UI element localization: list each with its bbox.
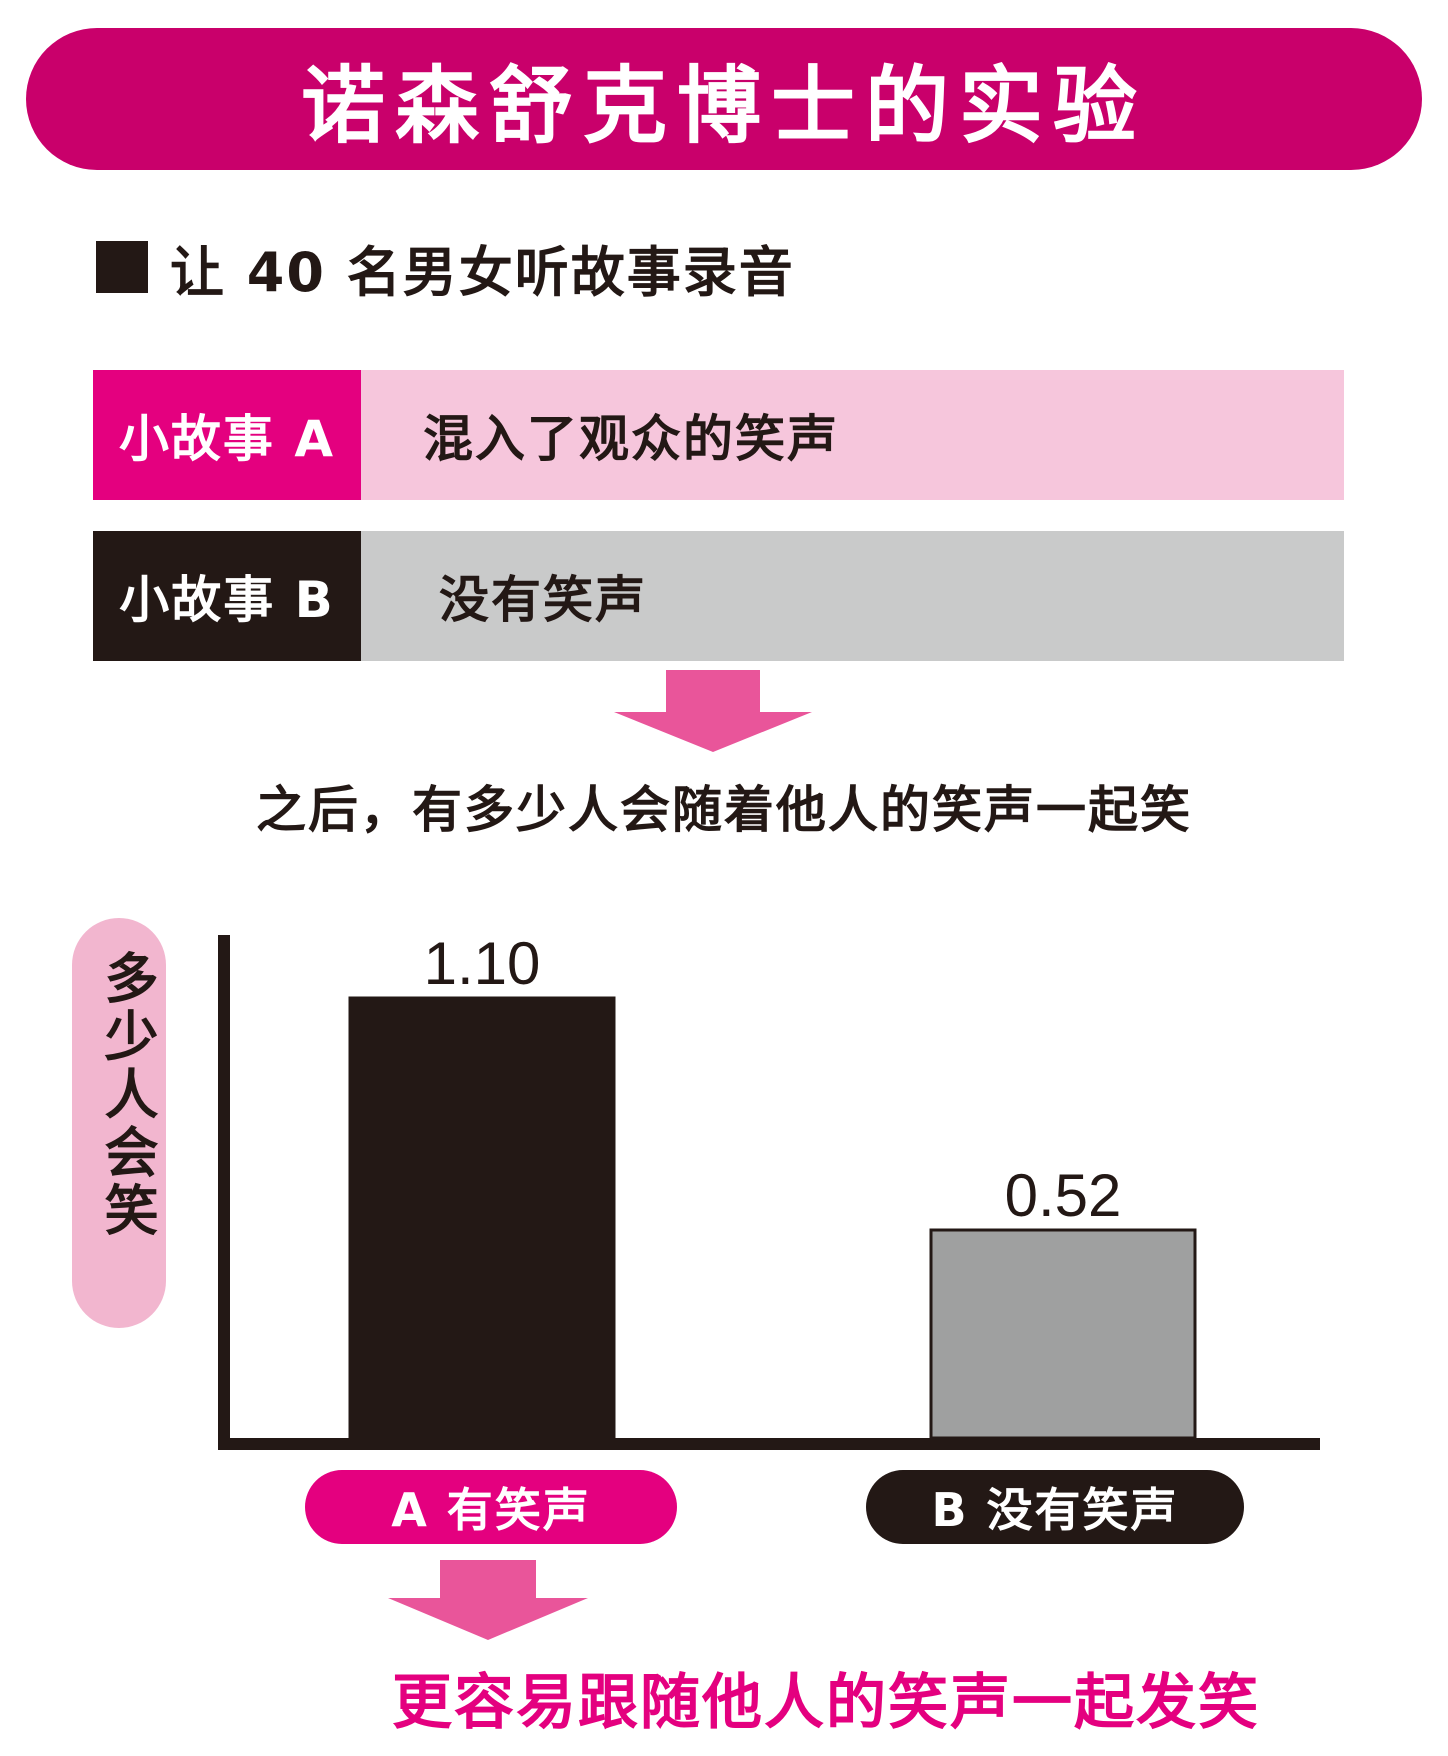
story-a-description: 混入了观众的笑声 (361, 370, 1344, 500)
bar-b (929, 1228, 1197, 1440)
y-axis-label: 多少人会笑 (95, 950, 158, 1240)
question-text: 之后，有多少人会随着他人的笑声一起笑 (256, 781, 1192, 839)
x-axis-line (218, 1438, 1320, 1450)
story-b-description: 没有笑声 (361, 531, 1344, 661)
y-axis-line (218, 935, 230, 1450)
story-row-a: 小故事 A 混入了观众的笑声 (93, 370, 1344, 500)
title-banner: 诺森舒克博士的实验 (26, 28, 1422, 170)
down-arrow-icon (614, 670, 812, 752)
intro-text: 让 40 名男女听故事录音 (170, 240, 795, 304)
bar-a-value-label: 1.10 (424, 930, 541, 997)
bar-b-value-label: 0.52 (1005, 1162, 1122, 1229)
story-a-label: 小故事 A (93, 370, 361, 500)
conclusion-text: 更容易跟随他人的笑声一起发笑 (392, 1668, 1260, 1738)
category-a-label: A 有笑声 (305, 1470, 677, 1544)
story-b-label: 小故事 B (93, 531, 361, 661)
story-row-b: 小故事 B 没有笑声 (93, 531, 1344, 661)
bullet-square-icon (96, 241, 148, 293)
down-arrow-icon-conclusion (388, 1560, 588, 1640)
bar-a (348, 996, 616, 1440)
category-b-label: B 没有笑声 (866, 1470, 1244, 1544)
page-title: 诺森舒克博士的实验 (300, 56, 1147, 155)
intro-line: 让 40 名男女听故事录音 (96, 232, 795, 304)
y-axis-label-pill: 多少人会笑 (72, 918, 166, 1328)
